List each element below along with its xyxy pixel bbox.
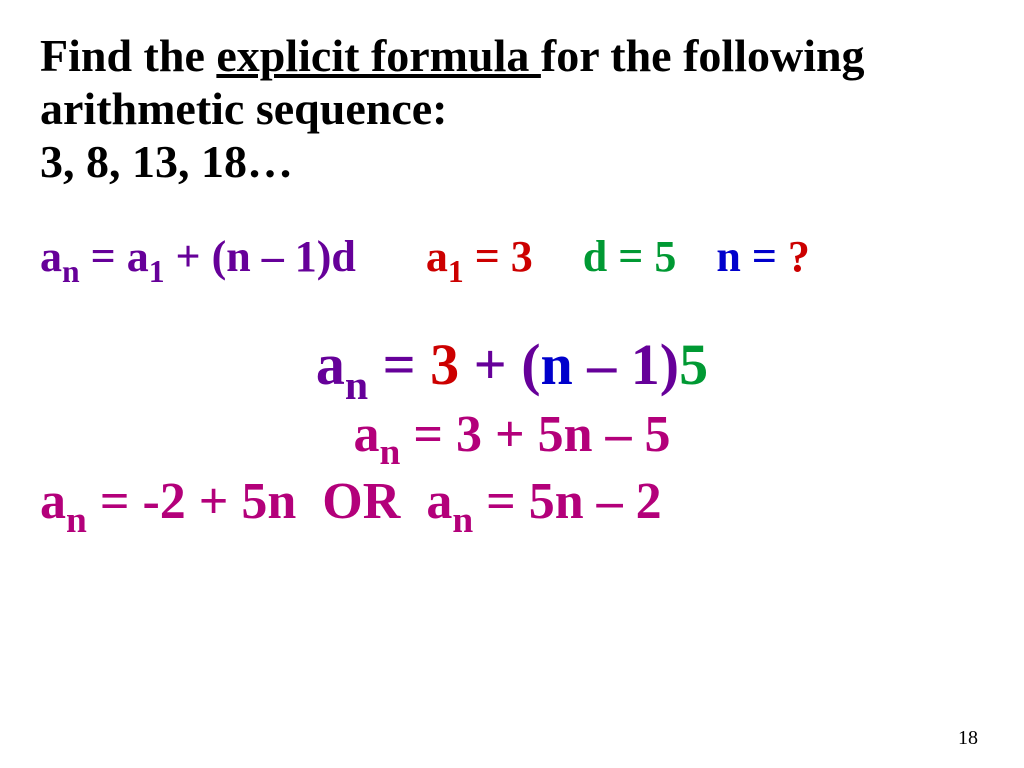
- s3-a1: a: [40, 473, 66, 530]
- a1-sub: 1: [448, 254, 464, 289]
- s1-three: 3: [430, 332, 459, 397]
- step-3: an = -2 + 5n OR an = 5n – 2: [40, 473, 984, 539]
- formula-row: an = a1 + (n – 1)d a1 = 3 d = 5 n = ?: [40, 231, 984, 289]
- s1-minus1: – 1: [573, 332, 660, 397]
- gf-rest: + (n – 1)d: [165, 232, 356, 281]
- s2-a: a: [354, 406, 380, 463]
- s3-part2: = 5n – 2: [473, 473, 662, 530]
- n-lhs: n =: [716, 232, 788, 281]
- prompt-text-a: Find the: [40, 30, 216, 81]
- a1-a: a: [426, 232, 448, 281]
- d-value: d = 5: [583, 232, 677, 281]
- s2-sub: n: [380, 432, 401, 473]
- a1-rest: = 3: [464, 232, 533, 281]
- gf-sub-1: 1: [149, 254, 165, 289]
- s1-a: a: [316, 332, 345, 397]
- step-2: an = 3 + 5n – 5: [40, 406, 984, 472]
- a1-value: a1 = 3: [426, 232, 544, 281]
- general-formula: an = a1 + (n – 1)d: [40, 232, 367, 281]
- s1-n: n: [541, 332, 573, 397]
- s3-sub2: n: [452, 500, 473, 541]
- s1-eq: =: [368, 332, 430, 397]
- s3-a2: a: [426, 473, 452, 530]
- prompt-sequence: 3, 8, 13, 18…: [40, 136, 293, 187]
- s1-plusopen: + (: [459, 332, 540, 397]
- s1-five: 5: [679, 332, 708, 397]
- n-q: ?: [788, 232, 810, 281]
- gf-sub-n: n: [62, 254, 80, 289]
- s1-close: ): [660, 332, 679, 397]
- n-value: n = ?: [716, 232, 810, 281]
- s1-sub: n: [345, 363, 368, 409]
- page-number: 18: [958, 727, 978, 750]
- question-prompt: Find the explicit formula for the follow…: [40, 30, 984, 189]
- s3-sub1: n: [66, 500, 87, 541]
- gf-a: a: [40, 232, 62, 281]
- prompt-text-underline: explicit formula: [216, 30, 541, 81]
- s2-rest: = 3 + 5n – 5: [400, 406, 670, 463]
- gf-eq: = a: [80, 232, 149, 281]
- s3-part1: = -2 + 5n OR: [87, 473, 427, 530]
- slide: Find the explicit formula for the follow…: [0, 0, 1024, 768]
- step-1: an = 3 + (n – 1)5: [40, 336, 984, 405]
